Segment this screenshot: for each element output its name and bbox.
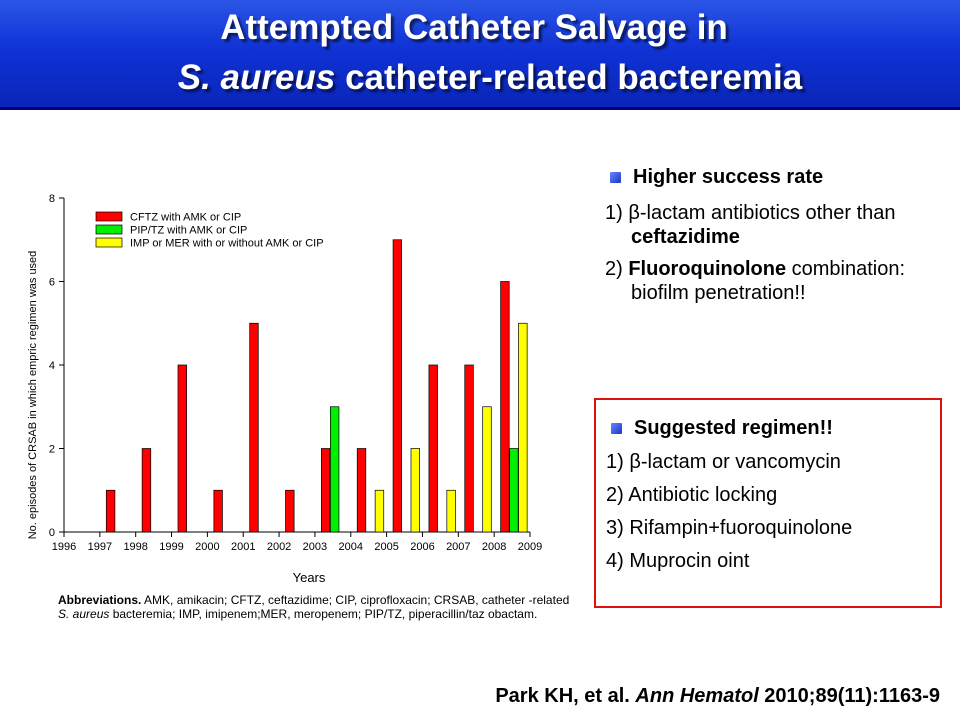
success-rate-panel: Higher success rate 1) β-lactam antibiot… (605, 165, 945, 313)
success-item-1-bold: ceftazidime (631, 226, 740, 248)
regimen-item-2: 2) Antibiotic locking (606, 484, 778, 506)
title-line1: Attempted Catheter Salvage in (220, 8, 728, 47)
legend-label: CFTZ with AMK or CIP (130, 212, 241, 224)
citation-ref: 2010;89(11):1163-9 (758, 685, 940, 707)
abbreviations-text: AMK, amikacin; CFTZ, ceftazidime; CIP, c… (141, 593, 570, 607)
y-tick-label: 0 (49, 527, 55, 539)
bar (482, 406, 492, 533)
x-tick-label: 1996 (52, 541, 76, 553)
citation-authors: Park KH, et al. (495, 685, 636, 707)
title-bar: Attempted Catheter Salvage in S. aureus … (0, 0, 960, 110)
y-tick-label: 4 (49, 360, 55, 372)
legend-swatch (95, 237, 123, 248)
bar (213, 489, 223, 533)
x-tick-label: 1997 (88, 541, 112, 553)
regimen-item-1: 1) β-lactam or vancomycin (606, 451, 841, 473)
legend-swatch (95, 211, 123, 222)
abbreviations-note: Abbreviations. AMK, amikacin; CFTZ, ceft… (58, 593, 578, 621)
bar (321, 448, 331, 533)
bar (428, 364, 438, 533)
bar (500, 281, 510, 533)
bar (356, 448, 367, 533)
x-tick-label: 2007 (446, 541, 470, 553)
y-axis-title: No. episodes of CRSAB in which empric re… (27, 251, 39, 540)
x-tick-label: 2009 (518, 541, 542, 553)
x-tick-label: 2008 (482, 541, 506, 553)
bar (177, 364, 187, 533)
bar (464, 364, 474, 533)
success-rate-heading: Higher success rate (605, 165, 945, 189)
citation: Park KH, et al. Ann Hematol 2010;89(11):… (495, 684, 940, 708)
bar (446, 489, 456, 533)
page-subtitle: S. aureus catheter-related bacteremia (10, 58, 960, 98)
bar (392, 239, 403, 533)
square-bullet-icon (611, 423, 622, 434)
title-line2-rest: catheter-related bacteremia (335, 58, 803, 97)
x-tick-label: 2000 (195, 541, 219, 553)
success-item-2: 2) Fluoroquinolone combination: biofilm … (605, 257, 945, 305)
bar (518, 322, 528, 533)
bar-chart: 0 2 4 6 8 1996 1997 1998 1999 2000 2001 2002 2003 200… (18, 150, 578, 600)
x-tick-label: 1999 (159, 541, 183, 553)
x-tick-label: 2001 (231, 541, 255, 553)
legend-label: PIP/TZ with AMK or CIP (130, 225, 247, 237)
abbreviations-italic: S. aureus (58, 607, 110, 621)
x-tick-label: 2003 (303, 541, 327, 553)
bar (374, 489, 385, 533)
regimen-item-4: 4) Muprocin oint (606, 550, 750, 572)
page-title: Attempted Catheter Salvage in (0, 8, 954, 48)
bar (141, 448, 152, 533)
suggested-regimen-heading: Suggested regimen!! (606, 416, 940, 440)
regimen-item-3: 3) Rifampin+fuoroquinolone (606, 517, 853, 539)
y-tick-label: 2 (49, 444, 55, 456)
suggested-regimen-panel: Suggested regimen!! 1) β-lactam or vanco… (594, 398, 942, 608)
x-tick-label: 2006 (410, 541, 434, 553)
legend-swatch (95, 224, 123, 235)
square-bullet-icon (610, 172, 621, 183)
abbreviations-text2: bacteremia; IMP, imipenem;MER, meropenem… (109, 607, 538, 621)
success-item-1-text: 1) β-lactam antibiotics other than (605, 202, 896, 224)
abbreviations-lead: Abbreviations. (58, 593, 142, 607)
success-rate-heading-text: Higher success rate (633, 166, 824, 188)
bar (329, 406, 340, 533)
chart-svg: 0 2 4 6 8 1996 1997 1998 1999 2000 2001 2002 2003 200… (27, 193, 542, 585)
success-item-2-prefix: 2) (605, 258, 629, 280)
bar (509, 448, 519, 533)
bar (105, 489, 116, 533)
title-organism: S. aureus (177, 58, 336, 97)
x-tick-label: 2005 (374, 541, 398, 553)
citation-journal: Ann Hematol (635, 685, 759, 707)
x-tick-label: 1998 (123, 541, 147, 553)
success-item-2-rest: combination: biofilm penetration!! (631, 258, 906, 304)
x-tick-label: 2004 (339, 541, 363, 553)
legend-label: IMP or MER with or without AMK or CIP (130, 238, 324, 250)
bar (410, 448, 420, 533)
y-tick-label: 8 (49, 193, 55, 205)
success-item-1: 1) β-lactam antibiotics other than cefta… (605, 201, 945, 249)
x-axis-title: Years (293, 570, 326, 585)
y-tick-label: 6 (49, 277, 55, 289)
bar (249, 322, 259, 533)
x-tick-label: 2002 (267, 541, 291, 553)
bar (285, 489, 295, 533)
suggested-regimen-heading-text: Suggested regimen!! (634, 417, 833, 439)
success-item-2-bold: Fluoroquinolone (628, 258, 787, 280)
